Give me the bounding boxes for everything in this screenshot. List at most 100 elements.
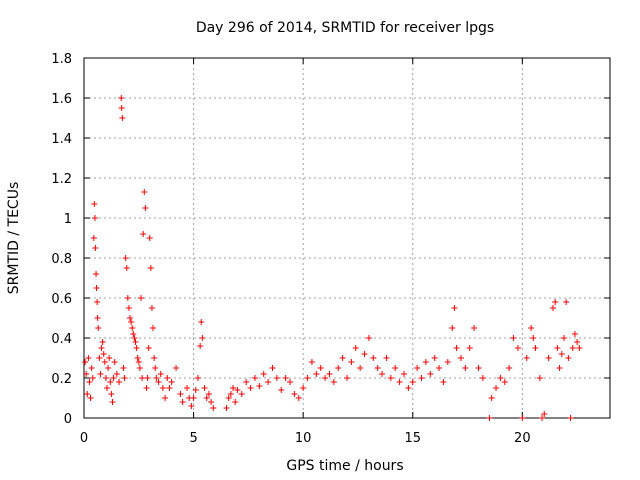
data-point (552, 299, 559, 305)
data-point (269, 365, 276, 371)
data-point (326, 371, 333, 377)
x-tick-label: 0 (80, 431, 88, 446)
data-point (322, 375, 329, 381)
data-point (471, 325, 478, 331)
data-point (313, 371, 320, 377)
data-point (418, 375, 425, 381)
data-point (137, 295, 144, 301)
data-point (109, 399, 116, 405)
data-point (335, 365, 342, 371)
data-point (556, 365, 563, 371)
data-point (106, 355, 113, 361)
data-point (431, 355, 438, 361)
data-point (370, 355, 377, 361)
data-point (145, 345, 152, 351)
data-point (89, 375, 96, 381)
data-point (83, 371, 90, 377)
data-point (545, 355, 552, 361)
data-point (365, 335, 372, 341)
data-point (569, 345, 576, 351)
data-point (576, 345, 583, 351)
data-point (449, 325, 456, 331)
data-point (260, 371, 267, 377)
data-point (565, 355, 572, 361)
axis-tick-labels: 0 0.2 0.4 0.6 0.8 1 1.2 1.4 1.6 1.8 0 5 10 15 20 (51, 52, 530, 446)
data-point (179, 399, 186, 405)
data-point (98, 345, 105, 351)
data-point (339, 355, 346, 361)
data-point (116, 379, 123, 385)
data-point (136, 365, 143, 371)
x-tick-label: 15 (404, 431, 421, 446)
data-point (574, 339, 581, 345)
y-tick-label: 1 (64, 212, 72, 227)
data-point (387, 375, 394, 381)
y-tick-label: 0 (64, 412, 72, 427)
data-point (166, 385, 173, 391)
data-point (184, 385, 191, 391)
data-point (125, 305, 132, 311)
data-point (159, 385, 166, 391)
data-point (91, 215, 98, 221)
data-point (409, 379, 416, 385)
data-point (120, 365, 127, 371)
data-point (84, 391, 91, 397)
data-point (199, 335, 206, 341)
data-point (86, 379, 93, 385)
data-point (278, 387, 285, 393)
data-point (94, 315, 101, 321)
data-point (436, 365, 443, 371)
data-point (405, 385, 412, 391)
data-point (287, 379, 294, 385)
data-point (475, 365, 482, 371)
data-point (232, 399, 239, 405)
data-point (295, 395, 302, 401)
y-tick-label: 1.2 (51, 172, 72, 187)
data-point (238, 391, 245, 397)
data-point (92, 245, 99, 251)
data-point (357, 365, 364, 371)
data-point (247, 385, 254, 391)
data-point (101, 359, 108, 365)
data-point (506, 365, 513, 371)
data-point (108, 391, 115, 397)
data-point (227, 391, 234, 397)
data-point (519, 415, 526, 421)
data-point (197, 343, 204, 349)
data-point (155, 379, 162, 385)
data-point (539, 415, 546, 421)
data-point (550, 305, 557, 311)
data-point (143, 385, 150, 391)
data-point (514, 345, 521, 351)
data-point (93, 271, 100, 277)
data-point (374, 365, 381, 371)
data-point (99, 339, 106, 345)
data-point (462, 365, 469, 371)
data-point (152, 365, 159, 371)
data-point (93, 285, 100, 291)
data-point (330, 379, 337, 385)
y-tick-label: 1.4 (51, 132, 72, 147)
y-tick-label: 0.4 (51, 332, 72, 347)
y-tick-label: 0.8 (51, 252, 72, 267)
data-point (344, 375, 350, 381)
data-point (427, 371, 434, 377)
data-point (95, 325, 102, 331)
data-point (190, 395, 197, 401)
data-point (133, 345, 140, 351)
data-point (541, 411, 548, 417)
data-point (128, 319, 135, 325)
data-point (139, 375, 146, 381)
data-point (563, 299, 570, 305)
data-point (379, 371, 386, 377)
data-point (121, 375, 128, 381)
data-point (82, 359, 89, 365)
data-point (308, 359, 315, 365)
data-point (97, 371, 104, 377)
data-point (554, 345, 561, 351)
data-point (400, 371, 407, 377)
data-point (536, 375, 543, 381)
data-point (567, 415, 574, 421)
y-tick-label: 1.6 (51, 92, 72, 107)
